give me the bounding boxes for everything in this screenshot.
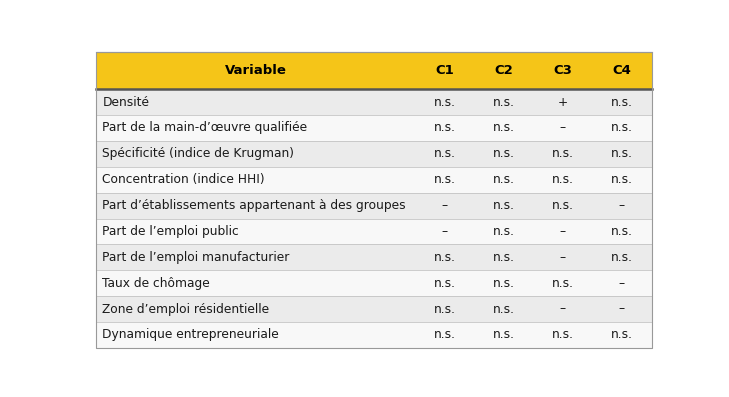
- Text: C1: C1: [435, 64, 454, 77]
- Text: n.s.: n.s.: [434, 147, 456, 160]
- Text: n.s.: n.s.: [611, 96, 633, 109]
- Text: n.s.: n.s.: [552, 277, 574, 290]
- Text: n.s.: n.s.: [611, 147, 633, 160]
- Text: n.s.: n.s.: [611, 251, 633, 264]
- Text: n.s.: n.s.: [434, 277, 456, 290]
- Text: n.s.: n.s.: [434, 96, 456, 109]
- Text: C2: C2: [494, 64, 513, 77]
- Text: n.s.: n.s.: [611, 225, 633, 238]
- Text: n.s.: n.s.: [493, 225, 515, 238]
- Text: n.s.: n.s.: [434, 121, 456, 135]
- Text: n.s.: n.s.: [434, 328, 456, 341]
- Text: n.s.: n.s.: [493, 96, 515, 109]
- Text: n.s.: n.s.: [493, 199, 515, 212]
- Text: Part de l’emploi manufacturier: Part de l’emploi manufacturier: [102, 251, 290, 264]
- Text: –: –: [560, 251, 566, 264]
- Text: –: –: [560, 225, 566, 238]
- Bar: [95, 167, 652, 193]
- Text: –: –: [619, 277, 625, 290]
- Text: Taux de chômage: Taux de chômage: [102, 277, 210, 290]
- Text: C3: C3: [553, 64, 572, 77]
- Text: n.s.: n.s.: [493, 147, 515, 160]
- Text: n.s.: n.s.: [611, 121, 633, 135]
- Text: n.s.: n.s.: [434, 303, 456, 316]
- Text: +: +: [558, 96, 568, 109]
- Text: n.s.: n.s.: [552, 328, 574, 341]
- Bar: [95, 218, 652, 245]
- Text: n.s.: n.s.: [434, 173, 456, 186]
- Text: n.s.: n.s.: [434, 251, 456, 264]
- Bar: [95, 296, 652, 322]
- Text: C4: C4: [612, 64, 631, 77]
- Text: Spécificité (indice de Krugman): Spécificité (indice de Krugman): [102, 147, 295, 160]
- Bar: [95, 245, 652, 270]
- Text: n.s.: n.s.: [493, 277, 515, 290]
- Text: Zone d’emploi résidentielle: Zone d’emploi résidentielle: [102, 303, 270, 316]
- Text: Part de la main-d’œuvre qualifiée: Part de la main-d’œuvre qualifiée: [102, 121, 308, 135]
- Bar: [95, 141, 652, 167]
- Text: n.s.: n.s.: [493, 173, 515, 186]
- Text: n.s.: n.s.: [493, 251, 515, 264]
- Text: –: –: [619, 303, 625, 316]
- Text: Dynamique entrepreneuriale: Dynamique entrepreneuriale: [102, 328, 279, 341]
- Text: n.s.: n.s.: [493, 328, 515, 341]
- Text: –: –: [560, 303, 566, 316]
- Text: n.s.: n.s.: [552, 199, 574, 212]
- Bar: [95, 270, 652, 296]
- Text: –: –: [560, 121, 566, 135]
- Text: n.s.: n.s.: [611, 328, 633, 341]
- Bar: [95, 52, 652, 89]
- Text: n.s.: n.s.: [611, 173, 633, 186]
- Bar: [95, 89, 652, 115]
- Bar: [95, 322, 652, 348]
- Text: n.s.: n.s.: [552, 147, 574, 160]
- Text: n.s.: n.s.: [552, 173, 574, 186]
- Bar: [95, 115, 652, 141]
- Text: Part de l’emploi public: Part de l’emploi public: [102, 225, 239, 238]
- Text: Concentration (indice HHI): Concentration (indice HHI): [102, 173, 265, 186]
- Text: Variable: Variable: [225, 64, 286, 77]
- Bar: [95, 193, 652, 218]
- Text: Densité: Densité: [102, 96, 149, 109]
- Text: –: –: [442, 225, 448, 238]
- Text: n.s.: n.s.: [493, 303, 515, 316]
- Text: Part d’établissements appartenant à des groupes: Part d’établissements appartenant à des …: [102, 199, 406, 212]
- Text: –: –: [442, 199, 448, 212]
- Text: n.s.: n.s.: [493, 121, 515, 135]
- Text: –: –: [619, 199, 625, 212]
